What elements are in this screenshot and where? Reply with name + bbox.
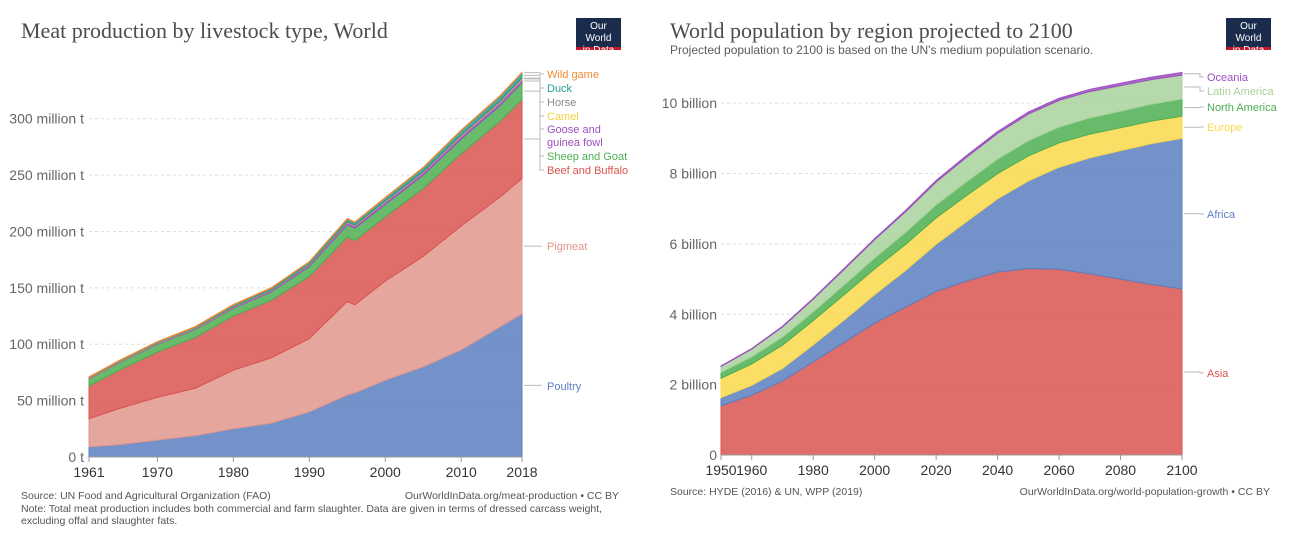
meat-url[interactable]: OurWorldInData.org/meat-production • CC … [404,490,619,502]
legend-connector [524,138,544,171]
legend-north-america[interactable]: North America [1207,102,1278,114]
x-tick-label: 2018 [506,464,537,480]
area-wild-game[interactable] [88,71,523,379]
legend-pigmeat[interactable]: Pigmeat [547,241,587,253]
y-tick-label: 250 million t [9,167,84,183]
meat-chart-title: Meat production by livestock type, World [21,18,388,43]
legend-label-line: guinea fowl [547,137,603,149]
y-tick-label: 8 billion [670,166,717,182]
logo-line1: Our World [1235,21,1262,44]
legend-connector [1184,106,1204,109]
legend-connector [524,72,544,75]
y-tick-label: 0 [709,447,717,463]
population-panel: World population by region projected to … [650,0,1311,539]
legend-connector [524,90,544,157]
legend-connector [1184,371,1204,374]
legend-horse[interactable]: Horse [547,97,576,109]
x-tick-label: 2040 [982,462,1013,478]
legend-beef-and-buffalo[interactable]: Beef and Buffalo [547,165,628,177]
y-tick-label: 4 billion [670,306,717,322]
x-tick-label: 1990 [294,464,325,480]
meat-note: Note: Total meat production includes bot… [21,503,603,527]
legend-connector [1184,73,1204,78]
y-tick-label: 200 million t [9,223,84,239]
y-tick-label: 50 million t [17,393,84,409]
x-tick-label: 1980 [218,464,249,480]
x-tick-label: 1950 [705,462,736,478]
x-tick-label: 2000 [859,462,890,478]
legend-oceania[interactable]: Oceania [1207,72,1249,84]
logo-line2: in Data [582,45,615,56]
population-chart: 0 2 billion 4 billion 6 billion 8 billion 10 … [662,71,1278,478]
y-tick-label: 150 million t [9,280,84,296]
x-tick-label: 1970 [142,464,173,480]
x-tick-label: 2000 [370,464,401,480]
y-tick-label: 10 billion [662,95,717,111]
x-tick-label: 1961 [73,464,104,480]
legend-sheep-and-goat[interactable]: Sheep and Goat [547,151,627,163]
legend-africa[interactable]: Africa [1207,209,1236,221]
x-tick-label: 2010 [446,464,477,480]
x-tick-label: 2100 [1166,462,1197,478]
legend-connector [524,74,544,89]
legend-europe[interactable]: Europe [1207,122,1242,134]
x-tick-label: 1980 [798,462,829,478]
legend-connector [524,77,544,103]
y-tick-label: 2 billion [670,377,717,393]
legend-duck[interactable]: Duck [547,83,573,95]
legend-asia[interactable]: Asia [1207,368,1229,380]
meat-production-panel: Meat production by livestock type, World… [0,0,640,539]
population-chart-subtitle: Projected population to 2100 is based on… [670,43,1094,57]
y-tick-label: 0 t [68,449,84,465]
logo-line1: Our World [585,21,612,44]
x-tick-label: 2060 [1043,462,1074,478]
legend-latin-america[interactable]: Latin America [1207,86,1275,98]
legend-connector [524,78,544,117]
logo-line2: in Data [1232,45,1265,56]
x-tick-label: 2020 [921,462,952,478]
legend-goose-and-guinea-fowl[interactable]: Goose and guinea fowl [547,124,603,149]
legend-label-line: Goose and [547,124,601,136]
population-url[interactable]: OurWorldInData.org/world-population-grow… [1019,486,1270,498]
meat-production-chart: 0 t 50 million t 100 million t 150 million … [9,69,628,480]
x-tick-label: 2080 [1105,462,1136,478]
owid-logo[interactable]: Our World in Data [576,18,621,56]
meat-source: Source: UN Food and Agricultural Organiz… [21,490,271,502]
legend-connector [1184,86,1204,92]
y-tick-label: 300 million t [9,111,84,127]
x-tick-label: 1960 [736,462,767,478]
owid-logo-right[interactable]: Our World in Data [1226,18,1271,56]
legend-wild-game[interactable]: Wild game [547,69,599,81]
population-chart-title: World population by region projected to … [670,18,1073,43]
area-oceania[interactable] [720,71,1183,368]
y-tick-label: 6 billion [670,236,717,252]
legend-camel[interactable]: Camel [547,111,579,123]
population-source: Source: HYDE (2016) & UN, WPP (2019) [670,486,863,498]
legend-poultry[interactable]: Poultry [547,381,582,393]
y-tick-label: 100 million t [9,336,84,352]
